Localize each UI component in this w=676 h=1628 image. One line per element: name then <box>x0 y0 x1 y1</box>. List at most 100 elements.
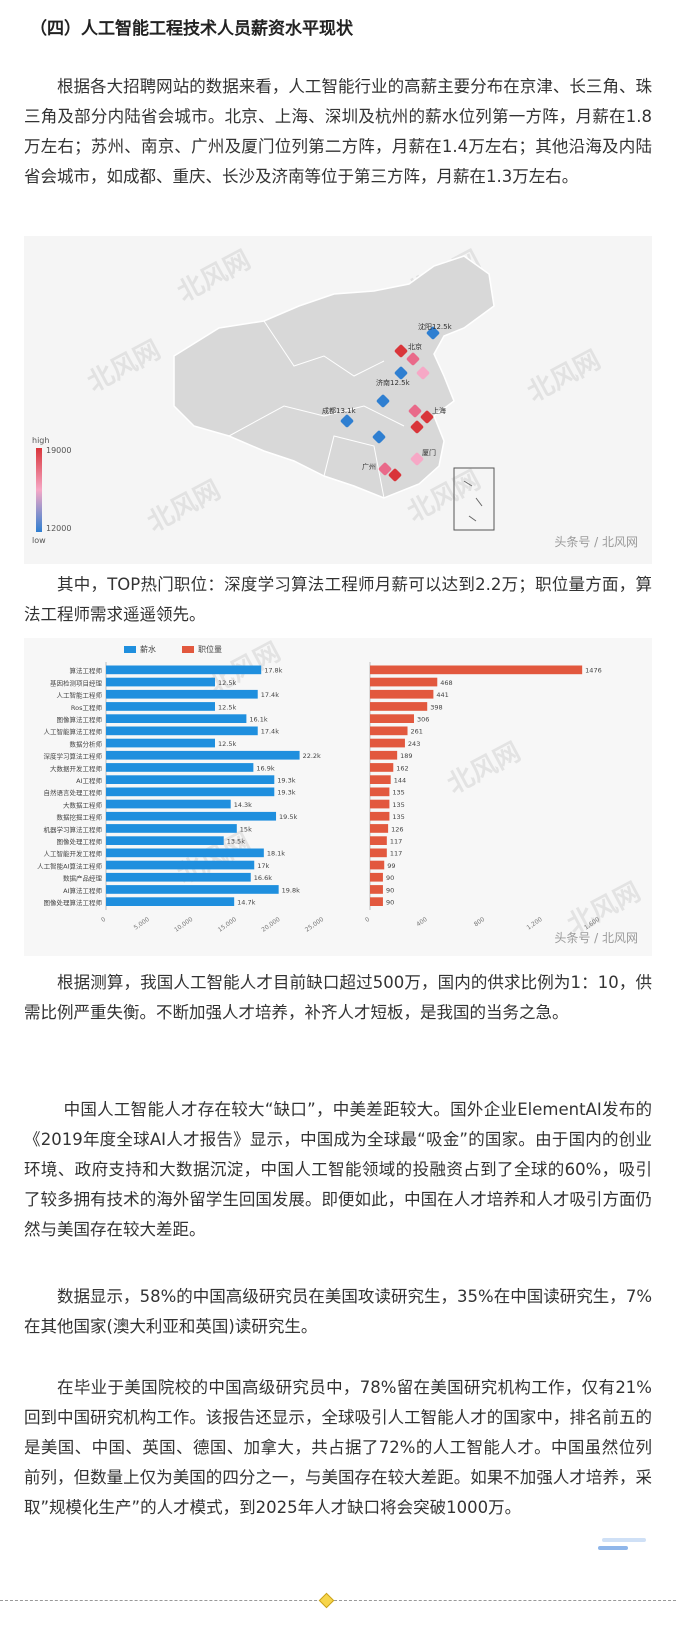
bar-count <box>370 885 383 894</box>
category-label: 数据分析师 <box>70 739 103 748</box>
category-label: 大数据工程师 <box>63 800 103 809</box>
bar-salary <box>106 750 300 760</box>
data-label: 15k <box>240 825 252 833</box>
bar-count <box>370 836 387 845</box>
data-label: 19.3k <box>277 777 295 785</box>
city-label: 上海 <box>432 407 446 415</box>
bar-salary <box>106 787 275 797</box>
category-label: Ros工程师 <box>71 703 103 712</box>
city-label: 成都13.1k <box>322 407 356 415</box>
axis-tick-label: 25,000 <box>304 916 325 934</box>
category-label: AI工程师 <box>76 776 102 785</box>
legend-high-label: high <box>32 436 50 445</box>
data-label: 144 <box>394 777 406 785</box>
data-label: 117 <box>390 838 402 846</box>
data-label: 16.6k <box>254 874 272 882</box>
paragraph-researcher-retention: 在毕业于美国院校的中国高级研究员中，78%留在美国研究机构工作，仅有21%回到中… <box>24 1378 652 1517</box>
category-label: 人工智能工程师 <box>57 691 103 700</box>
bar-salary <box>106 897 235 906</box>
data-label: 13.5k <box>227 838 245 846</box>
category-label: 人工智能AI算法工程师 <box>37 861 102 870</box>
bar-salary <box>106 763 254 772</box>
axis-tick-label: 800 <box>473 916 487 928</box>
data-label: 14.3k <box>234 801 252 809</box>
city-label: 广州 <box>362 463 376 471</box>
paragraph-talent-gap: 根据测算，我国人工智能人才目前缺口超过500万，国内的供求比例为1：10，供需比… <box>24 973 652 1022</box>
bar-salary <box>106 872 251 882</box>
bar-salary <box>106 848 264 858</box>
data-label: 468 <box>440 679 452 687</box>
city-label: 沈阳12.5k <box>418 323 452 331</box>
color-legend: high 19000 12000 low <box>30 436 71 554</box>
paragraph-salary-distribution: 根据各大招聘网站的数据来看，人工智能行业的高薪主要分布在京津、长三角、珠三角及部… <box>24 77 652 186</box>
job-salary-chart-figure: 北风网 北风网 北风网 北风网 薪水 职位量 算法工程师 17.8k 基因检测项目经… <box>24 638 652 956</box>
paragraph-top-jobs: 其中，TOP热门职位：深度学习算法工程师月薪可以达到2.2万；职位量方面，算法工… <box>24 575 652 624</box>
footer-divider <box>0 1600 676 1601</box>
data-label: 19.8k <box>282 886 300 894</box>
city-label: 济南12.5k <box>376 379 410 387</box>
data-label: 135 <box>392 789 404 797</box>
bar-salary <box>106 824 237 833</box>
section-heading: （四）人工智能工程技术人员薪资水平现状 <box>30 19 353 39</box>
axis-tick-label: 10,000 <box>173 916 194 934</box>
legend-swatch-count <box>182 646 194 653</box>
data-label: 135 <box>392 813 404 821</box>
city-label: 厦门 <box>422 449 436 457</box>
data-label: 135 <box>392 801 404 809</box>
bar-count <box>370 872 383 882</box>
decorative-stripes <box>598 1538 648 1558</box>
legend-salary-label: 薪水 <box>140 645 156 654</box>
axis-tick-label: 400 <box>415 916 429 928</box>
data-label: 261 <box>411 728 423 736</box>
data-label: 19.5k <box>279 813 297 821</box>
data-label: 17k <box>257 862 269 870</box>
bar-count <box>370 775 391 784</box>
data-label: 90 <box>386 886 394 894</box>
bar-count <box>370 702 428 711</box>
bar-salary <box>106 726 258 736</box>
data-label: 117 <box>390 850 402 858</box>
axis-tick-label: 0 <box>100 916 107 924</box>
bar-salary <box>106 738 215 748</box>
category-label: 数据产品经理 <box>63 874 103 883</box>
salary-map-figure: 北风网 北风网 北风网 北风网 北风网 北风网 沈阳12.5k 北京 济南12.… <box>24 236 652 564</box>
bar-count <box>370 860 385 870</box>
figure-credit: 头条号 / 北风网 <box>554 931 638 945</box>
data-label: 17.4k <box>261 728 279 736</box>
category-label: 图像处理工程师 <box>57 837 103 846</box>
data-label: 441 <box>436 691 448 699</box>
legend-gradient <box>36 448 42 532</box>
data-label: 1476 <box>585 667 602 675</box>
footer-diamond-ornament <box>318 1592 335 1609</box>
data-label: 162 <box>396 764 408 772</box>
bar-salary <box>106 775 275 784</box>
data-label: 18.1k <box>267 850 285 858</box>
bar-salary <box>106 677 215 687</box>
bar-salary <box>106 665 262 675</box>
legend-swatch-salary <box>124 646 136 653</box>
bar-count <box>370 677 438 687</box>
data-label: 16.9k <box>256 764 274 772</box>
bar-count <box>370 763 394 772</box>
legend-max-value: 19000 <box>46 446 72 455</box>
bar-salary <box>106 860 255 870</box>
category-label: 图像算法工程师 <box>57 715 103 724</box>
bar-count <box>370 750 398 760</box>
axis-tick-label: 15,000 <box>217 916 238 934</box>
category-label: 人工智能开发工程师 <box>44 849 103 858</box>
bar-count <box>370 848 387 858</box>
axis-tick-label: 5,000 <box>133 916 151 932</box>
city-label: 北京 <box>408 343 422 351</box>
category-label: 数据挖掘工程师 <box>57 813 103 822</box>
data-label: 126 <box>391 825 403 833</box>
bar-count <box>370 897 383 906</box>
axis-tick-label: 20,000 <box>260 916 281 934</box>
bar-salary <box>106 702 215 711</box>
axis-tick-label: 0 <box>364 916 371 924</box>
category-label: 基因检测项目经理 <box>50 678 103 687</box>
bar-salary <box>106 799 231 809</box>
data-label: 306 <box>417 716 429 724</box>
data-label: 12.5k <box>218 740 236 748</box>
bar-count <box>370 824 389 833</box>
bar-salary <box>106 811 277 821</box>
